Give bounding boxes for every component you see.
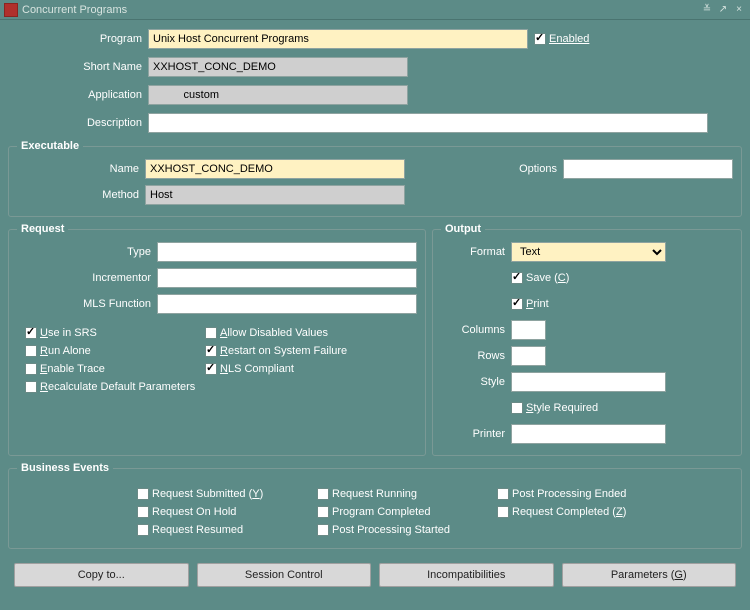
out-columns-input[interactable] xyxy=(511,320,546,340)
content-area: Program Enabled Short Name Application D… xyxy=(0,20,750,610)
program-input[interactable] xyxy=(148,29,528,49)
nls-checkbox[interactable]: NLS Compliant xyxy=(205,363,385,375)
out-format-select[interactable]: Text xyxy=(511,242,666,262)
print-checkbox[interactable]: Print xyxy=(511,298,549,310)
out-printer-input[interactable] xyxy=(511,424,666,444)
request-group: Request Type Incrementor MLS Function Us… xyxy=(8,223,426,456)
check-icon xyxy=(534,33,546,45)
minimize-icon[interactable]: ≚ xyxy=(700,3,714,17)
window: Concurrent Programs ≚ ↗ × Program Enable… xyxy=(0,0,750,610)
description-label: Description xyxy=(8,117,148,129)
use-in-srs-checkbox[interactable]: Use in SRS xyxy=(25,327,205,339)
exec-options-label: Options xyxy=(493,163,563,175)
parameters-button[interactable]: Parameters (G) xyxy=(562,563,737,587)
out-style-input[interactable] xyxy=(511,372,666,392)
business-events-legend: Business Events xyxy=(17,462,113,474)
out-rows-label: Rows xyxy=(441,350,511,362)
out-style-label: Style xyxy=(441,376,511,388)
req-resumed-checkbox[interactable]: Request Resumed xyxy=(137,524,317,536)
exec-method-input[interactable] xyxy=(145,185,405,205)
app-icon xyxy=(4,3,18,17)
req-mls-label: MLS Function xyxy=(17,298,157,310)
enable-trace-checkbox[interactable]: Enable Trace xyxy=(25,363,205,375)
save-checkbox[interactable]: Save (C) xyxy=(511,272,569,284)
enabled-checkbox[interactable]: Enabled xyxy=(534,33,589,45)
recalc-checkbox[interactable]: Recalculate Default Parameters xyxy=(25,381,285,393)
req-running-checkbox[interactable]: Request Running xyxy=(317,488,497,500)
maximize-icon[interactable]: ↗ xyxy=(716,3,730,17)
business-events-group: Business Events Request Submitted (Y) Re… xyxy=(8,462,742,549)
req-type-label: Type xyxy=(17,246,157,258)
out-printer-label: Printer xyxy=(441,428,511,440)
style-required-checkbox[interactable]: Style Required xyxy=(511,402,598,414)
exec-name-input[interactable] xyxy=(145,159,405,179)
allow-disabled-checkbox[interactable]: Allow Disabled Values xyxy=(205,327,385,339)
post-proc-ended-checkbox[interactable]: Post Processing Ended xyxy=(497,488,677,500)
output-group: Output Format Text Save (C) Print Column… xyxy=(432,223,742,456)
titlebar: Concurrent Programs ≚ ↗ × xyxy=(0,0,750,20)
executable-group: Executable Name Options Method xyxy=(8,140,742,217)
req-submitted-checkbox[interactable]: Request Submitted (Y) xyxy=(137,488,317,500)
application-input[interactable] xyxy=(148,85,408,105)
run-alone-checkbox[interactable]: Run Alone xyxy=(25,345,205,357)
button-bar: Copy to... Session Control Incompatibili… xyxy=(8,555,742,593)
req-completed-checkbox[interactable]: Request Completed (Z) xyxy=(497,506,677,518)
req-incrementor-label: Incrementor xyxy=(17,272,157,284)
exec-method-label: Method xyxy=(17,189,145,201)
out-columns-label: Columns xyxy=(441,324,511,336)
req-incrementor-input[interactable] xyxy=(157,268,417,288)
out-format-label: Format xyxy=(441,246,511,258)
program-label: Program xyxy=(8,33,148,45)
exec-name-label: Name xyxy=(17,163,145,175)
close-icon[interactable]: × xyxy=(732,3,746,17)
description-input[interactable] xyxy=(148,113,708,133)
shortname-input[interactable] xyxy=(148,57,408,77)
prog-completed-checkbox[interactable]: Program Completed xyxy=(317,506,497,518)
output-legend: Output xyxy=(441,223,485,235)
req-type-input[interactable] xyxy=(157,242,417,262)
req-onhold-checkbox[interactable]: Request On Hold xyxy=(137,506,317,518)
post-proc-started-checkbox[interactable]: Post Processing Started xyxy=(317,524,497,536)
incompatibilities-button[interactable]: Incompatibilities xyxy=(379,563,554,587)
copy-to-button[interactable]: Copy to... xyxy=(14,563,189,587)
executable-legend: Executable xyxy=(17,140,83,152)
out-rows-input[interactable] xyxy=(511,346,546,366)
window-title: Concurrent Programs xyxy=(22,4,698,16)
application-label: Application xyxy=(8,89,148,101)
restart-checkbox[interactable]: Restart on System Failure xyxy=(205,345,385,357)
shortname-label: Short Name xyxy=(8,61,148,73)
req-mls-input[interactable] xyxy=(157,294,417,314)
exec-options-input[interactable] xyxy=(563,159,733,179)
request-legend: Request xyxy=(17,223,68,235)
session-control-button[interactable]: Session Control xyxy=(197,563,372,587)
